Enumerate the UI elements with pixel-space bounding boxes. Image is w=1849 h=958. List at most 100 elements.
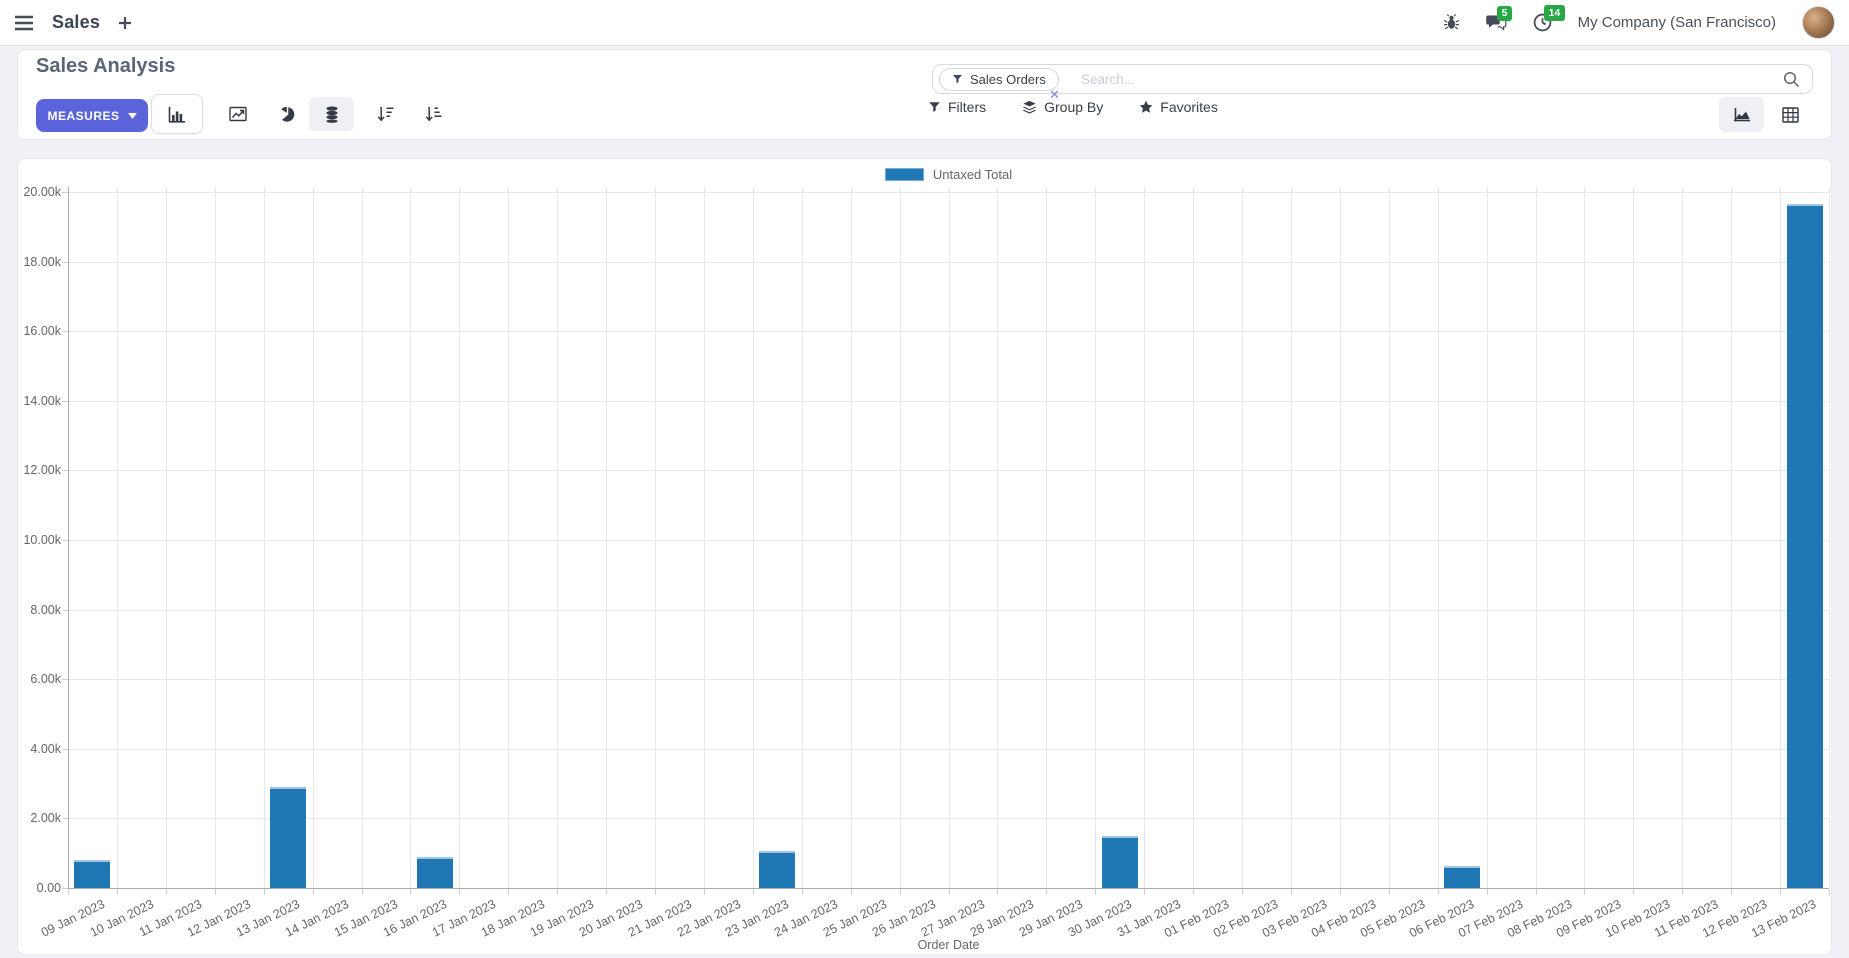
- apps-menu-button[interactable]: [14, 15, 34, 31]
- y-gridline: [68, 609, 1829, 611]
- clock-icon: [1533, 13, 1552, 32]
- facet-label: Sales Orders: [970, 72, 1046, 87]
- x-tick-mark: [606, 889, 607, 895]
- x-tick-mark: [1095, 889, 1096, 895]
- y-tick-mark: [62, 679, 68, 681]
- y-tick-label: 14.00k: [23, 393, 61, 408]
- y-tick-mark: [62, 540, 68, 541]
- plus-icon: [118, 16, 132, 30]
- y-tick-label: 12.00k: [23, 463, 61, 478]
- x-tick-mark: [1536, 889, 1537, 895]
- sort-ascending-button[interactable]: [411, 94, 456, 134]
- bar[interactable]: [416, 856, 453, 888]
- line-chart-icon: [228, 106, 247, 122]
- x-gridline: [655, 187, 656, 888]
- bar[interactable]: [74, 860, 111, 888]
- y-tick-mark: [62, 748, 68, 750]
- x-gridline: [851, 187, 852, 888]
- pivot-view-button[interactable]: [1768, 97, 1813, 132]
- bug-icon: [1443, 14, 1460, 31]
- x-tick-mark: [753, 889, 754, 895]
- x-gridline: [459, 187, 460, 888]
- x-tick-mark: [949, 889, 950, 895]
- y-gridline: [68, 400, 1829, 402]
- chart-type-bar-button[interactable]: [151, 94, 203, 134]
- star-icon: [1139, 100, 1153, 114]
- sort-ascending-icon: [425, 106, 442, 122]
- y-tick-label: 18.00k: [23, 254, 61, 269]
- bar[interactable]: [1444, 866, 1481, 888]
- bar[interactable]: [1101, 835, 1138, 888]
- debug-button[interactable]: [1443, 14, 1460, 31]
- search-facet-sales-orders[interactable]: Sales Orders: [939, 68, 1059, 91]
- control-panel: Sales Analysis Sales Orders ✕ MEASURES: [17, 49, 1832, 140]
- x-tick-mark: [1731, 889, 1732, 895]
- stacked-toggle-button[interactable]: [309, 97, 354, 131]
- x-tick-mark: [166, 889, 167, 895]
- pivot-grid-icon: [1782, 106, 1799, 123]
- x-gridline: [1682, 187, 1683, 888]
- bar[interactable]: [270, 787, 307, 888]
- x-gridline: [1144, 187, 1145, 888]
- legend-swatch: [884, 168, 924, 181]
- y-gridline: [68, 470, 1829, 472]
- x-gridline: [1487, 187, 1488, 888]
- bar[interactable]: [1786, 204, 1823, 888]
- x-tick-mark: [1682, 889, 1683, 895]
- x-tick-mark: [1340, 889, 1341, 895]
- x-gridline: [117, 187, 118, 888]
- x-gridline: [1095, 187, 1096, 888]
- x-gridline: [1340, 187, 1341, 888]
- x-gridline: [1389, 187, 1390, 888]
- x-tick-mark: [1438, 889, 1439, 895]
- x-gridline: [1780, 187, 1781, 888]
- x-tick-mark: [704, 889, 705, 895]
- x-tick-mark: [997, 889, 998, 895]
- x-gridline: [1438, 187, 1439, 888]
- y-tick-label: 16.00k: [23, 324, 61, 339]
- group-by-button[interactable]: Group By: [1022, 99, 1103, 115]
- graph-view-button[interactable]: [1719, 97, 1764, 132]
- x-tick-mark: [1584, 889, 1585, 895]
- x-gridline: [1731, 187, 1732, 888]
- favorites-button[interactable]: Favorites: [1139, 99, 1218, 115]
- x-tick-mark: [1291, 889, 1292, 895]
- activities-button[interactable]: 14: [1533, 5, 1566, 32]
- facet-remove-icon[interactable]: ✕: [1049, 87, 1060, 102]
- y-tick-mark: [62, 192, 68, 193]
- sort-descending-button[interactable]: [363, 94, 408, 134]
- messages-button[interactable]: 5: [1485, 5, 1513, 32]
- legend-label: Untaxed Total: [932, 167, 1013, 182]
- x-gridline: [949, 187, 950, 888]
- chart-plot-area: 09 Jan 2023 10 Jan 2023 11 Jan 2023 12 Jan …: [39, 159, 1830, 956]
- search-options: Filters Group By Favorites: [928, 99, 1218, 115]
- x-tick-mark: [1144, 889, 1145, 895]
- stacked-icon: [324, 106, 340, 123]
- app-name[interactable]: Sales: [52, 12, 101, 32]
- x-gridline: [1193, 187, 1194, 888]
- filters-button[interactable]: Filters: [928, 99, 986, 115]
- x-gridline: [1584, 187, 1585, 888]
- new-tab-button[interactable]: [118, 16, 132, 30]
- x-tick-mark: [1193, 889, 1194, 895]
- measures-button[interactable]: MEASURES: [36, 99, 148, 132]
- y-tick-mark: [62, 261, 68, 263]
- search-input[interactable]: [1081, 65, 1701, 93]
- chart-type-line-button[interactable]: [215, 94, 260, 134]
- search-bar[interactable]: Sales Orders ✕: [932, 64, 1813, 101]
- bar[interactable]: [759, 851, 796, 888]
- x-gridline: [1291, 187, 1292, 888]
- favorites-label: Favorites: [1160, 99, 1218, 115]
- x-tick-mark: [410, 889, 411, 895]
- y-gridline: [68, 888, 1829, 889]
- user-avatar[interactable]: [1802, 6, 1835, 39]
- y-tick-label: 6.00k: [30, 672, 61, 687]
- company-switcher[interactable]: My Company (San Francisco): [1577, 14, 1776, 31]
- chart-legend[interactable]: Untaxed Total: [68, 167, 1829, 182]
- x-gridline: [1242, 187, 1243, 888]
- y-tick-mark: [62, 400, 68, 402]
- funnel-icon: [928, 101, 941, 114]
- bar-chart-icon: [168, 106, 186, 123]
- chart-type-pie-button[interactable]: [265, 94, 310, 134]
- search-icon[interactable]: [1783, 71, 1800, 88]
